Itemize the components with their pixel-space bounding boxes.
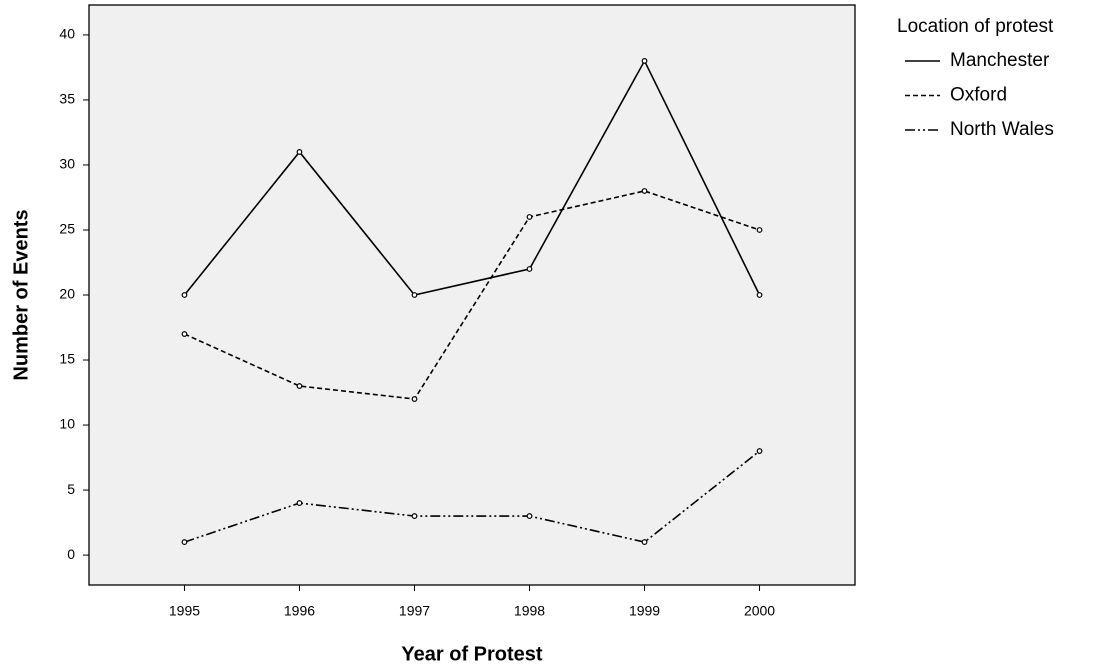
data-point (181, 292, 188, 298)
data-point (641, 58, 648, 64)
legend-label: Oxford (950, 85, 1007, 106)
legend-title: Location of protest (897, 16, 1054, 37)
data-point (641, 539, 648, 545)
y-tick-label: 20 (59, 286, 75, 302)
y-tick-label: 10 (59, 416, 75, 432)
data-point (756, 227, 763, 233)
data-point (756, 292, 763, 298)
series-line (184, 450, 761, 543)
data-point (526, 513, 533, 519)
data-point (181, 539, 188, 545)
y-tick-label: 30 (59, 156, 75, 172)
y-axis-label: Number of Events (10, 209, 32, 380)
x-tick-label: 1998 (514, 603, 545, 619)
legend-label: North Wales (950, 119, 1054, 140)
x-tick-label: 1996 (284, 603, 315, 619)
y-tick-label: 35 (59, 91, 75, 107)
data-point (411, 292, 418, 298)
data-point (411, 513, 418, 519)
data-point (411, 396, 418, 402)
legend-label: Manchester (950, 50, 1050, 71)
x-tick-label: 2000 (744, 603, 775, 619)
y-tick-label: 0 (67, 546, 75, 562)
x-tick-label: 1997 (399, 603, 430, 619)
y-tick-label: 40 (59, 26, 75, 42)
y-tick-label: 5 (67, 481, 75, 497)
data-point (526, 266, 533, 272)
series-line (183, 59, 761, 296)
y-tick-label: 15 (59, 351, 75, 367)
data-point (641, 188, 648, 194)
data-point (296, 500, 303, 506)
x-tick-label: 1995 (169, 603, 200, 619)
plot-area (88, 4, 856, 586)
series-line (184, 190, 760, 400)
data-point (526, 214, 533, 220)
x-tick-label: 1999 (629, 603, 660, 619)
y-tick-label: 25 (59, 221, 75, 237)
data-point (296, 383, 303, 389)
x-axis-label: Year of Protest (401, 643, 543, 665)
data-point (296, 149, 303, 155)
data-point (756, 448, 763, 454)
data-point (181, 331, 188, 337)
